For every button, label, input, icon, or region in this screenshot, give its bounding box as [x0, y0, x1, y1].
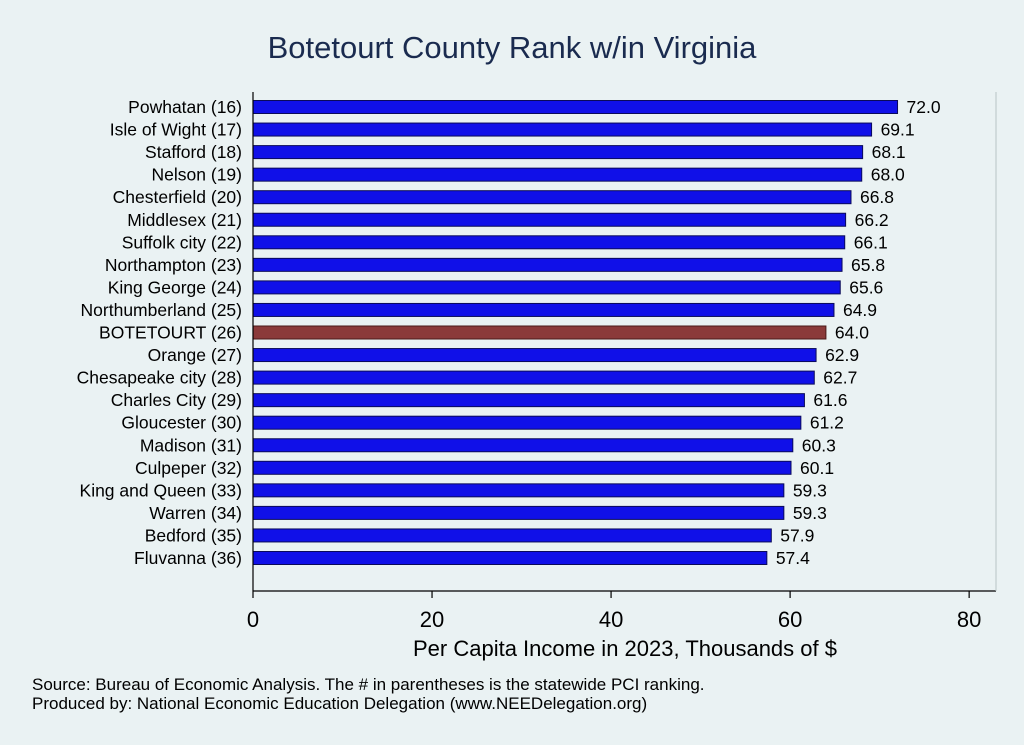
value-label-10: 64.0	[835, 323, 869, 343]
category-label-19: Bedford (35)	[145, 525, 242, 545]
category-label-3: Nelson (19)	[152, 165, 242, 185]
x-tick-label-0: 0	[247, 607, 259, 632]
bar-0	[252, 100, 899, 114]
bar-10	[252, 325, 827, 340]
category-label-9: Northumberland (25)	[81, 300, 242, 320]
value-label-3: 68.0	[871, 165, 905, 185]
bar-3	[252, 167, 863, 182]
value-label-15: 60.3	[802, 435, 836, 455]
value-label-19: 57.9	[780, 525, 814, 545]
category-label-0: Powhatan (16)	[128, 97, 242, 117]
bar-6	[252, 235, 846, 250]
source-note: Source: Bureau of Economic Analysis. The…	[32, 675, 705, 694]
value-label-2: 68.1	[872, 142, 906, 162]
value-label-1: 69.1	[881, 120, 915, 140]
value-label-11: 62.9	[825, 345, 859, 365]
bar-16	[252, 460, 792, 475]
bar-14	[252, 415, 802, 430]
bar-17	[252, 483, 785, 498]
category-label-18: Warren (34)	[149, 503, 242, 523]
value-label-12: 62.7	[823, 368, 857, 388]
value-label-20: 57.4	[776, 548, 810, 568]
value-label-7: 65.8	[851, 255, 885, 275]
category-label-2: Stafford (18)	[145, 142, 242, 162]
category-label-17: King and Queen (33)	[80, 480, 242, 500]
category-label-15: Madison (31)	[140, 435, 242, 455]
x-tick-label-2: 40	[599, 607, 623, 632]
category-label-11: Orange (27)	[148, 345, 242, 365]
bar-20	[252, 551, 768, 565]
bar-18	[252, 505, 785, 520]
bar-8	[252, 280, 841, 295]
x-tick-label-3: 60	[778, 607, 802, 632]
value-label-4: 66.8	[860, 187, 894, 207]
bar-13	[252, 393, 805, 408]
value-label-14: 61.2	[810, 413, 844, 433]
bar-12	[252, 370, 815, 385]
x-tick-label-1: 20	[420, 607, 444, 632]
bar-7	[252, 257, 843, 272]
bars-group: Powhatan (16) 72.0 Isle of Wight (17) 69.1 S…	[77, 97, 941, 568]
bar-15	[252, 438, 794, 453]
value-label-17: 59.3	[793, 480, 827, 500]
value-label-6: 66.1	[854, 232, 888, 252]
value-label-16: 60.1	[800, 458, 834, 478]
value-label-18: 59.3	[793, 503, 827, 523]
x-tick-label-4: 80	[957, 607, 981, 632]
value-label-13: 61.6	[813, 390, 847, 410]
category-label-10: BOTETOURT (26)	[99, 323, 242, 343]
category-label-16: Culpeper (32)	[135, 458, 242, 478]
category-label-12: Chesapeake city (28)	[77, 368, 242, 388]
category-label-7: Northampton (23)	[105, 255, 242, 275]
bar-1	[252, 122, 873, 137]
chart-title: Botetourt County Rank w/in Virginia	[268, 30, 758, 65]
bar-2	[252, 145, 864, 160]
bar-5	[252, 212, 847, 227]
category-label-4: Chesterfield (20)	[113, 187, 242, 207]
category-label-5: Middlesex (21)	[127, 210, 242, 230]
bar-19	[252, 528, 772, 543]
category-label-1: Isle of Wight (17)	[110, 120, 242, 140]
value-label-9: 64.9	[843, 300, 877, 320]
category-label-13: Charles City (29)	[111, 390, 242, 410]
value-label-0: 72.0	[907, 97, 941, 117]
producer-note: Produced by: National Economic Education…	[32, 694, 647, 713]
category-label-6: Suffolk city (22)	[122, 232, 242, 252]
value-label-8: 65.6	[849, 277, 883, 297]
category-label-14: Gloucester (30)	[121, 413, 242, 433]
category-label-8: King George (24)	[108, 277, 242, 297]
bar-4	[252, 190, 852, 205]
x-axis: 0 20 40 60 80	[247, 92, 997, 632]
category-label-20: Fluvanna (36)	[134, 548, 242, 568]
bar-9	[252, 302, 835, 317]
value-label-5: 66.2	[855, 210, 889, 230]
x-axis-label: Per Capita Income in 2023, Thousands of …	[413, 636, 837, 661]
bar-11	[252, 348, 817, 363]
